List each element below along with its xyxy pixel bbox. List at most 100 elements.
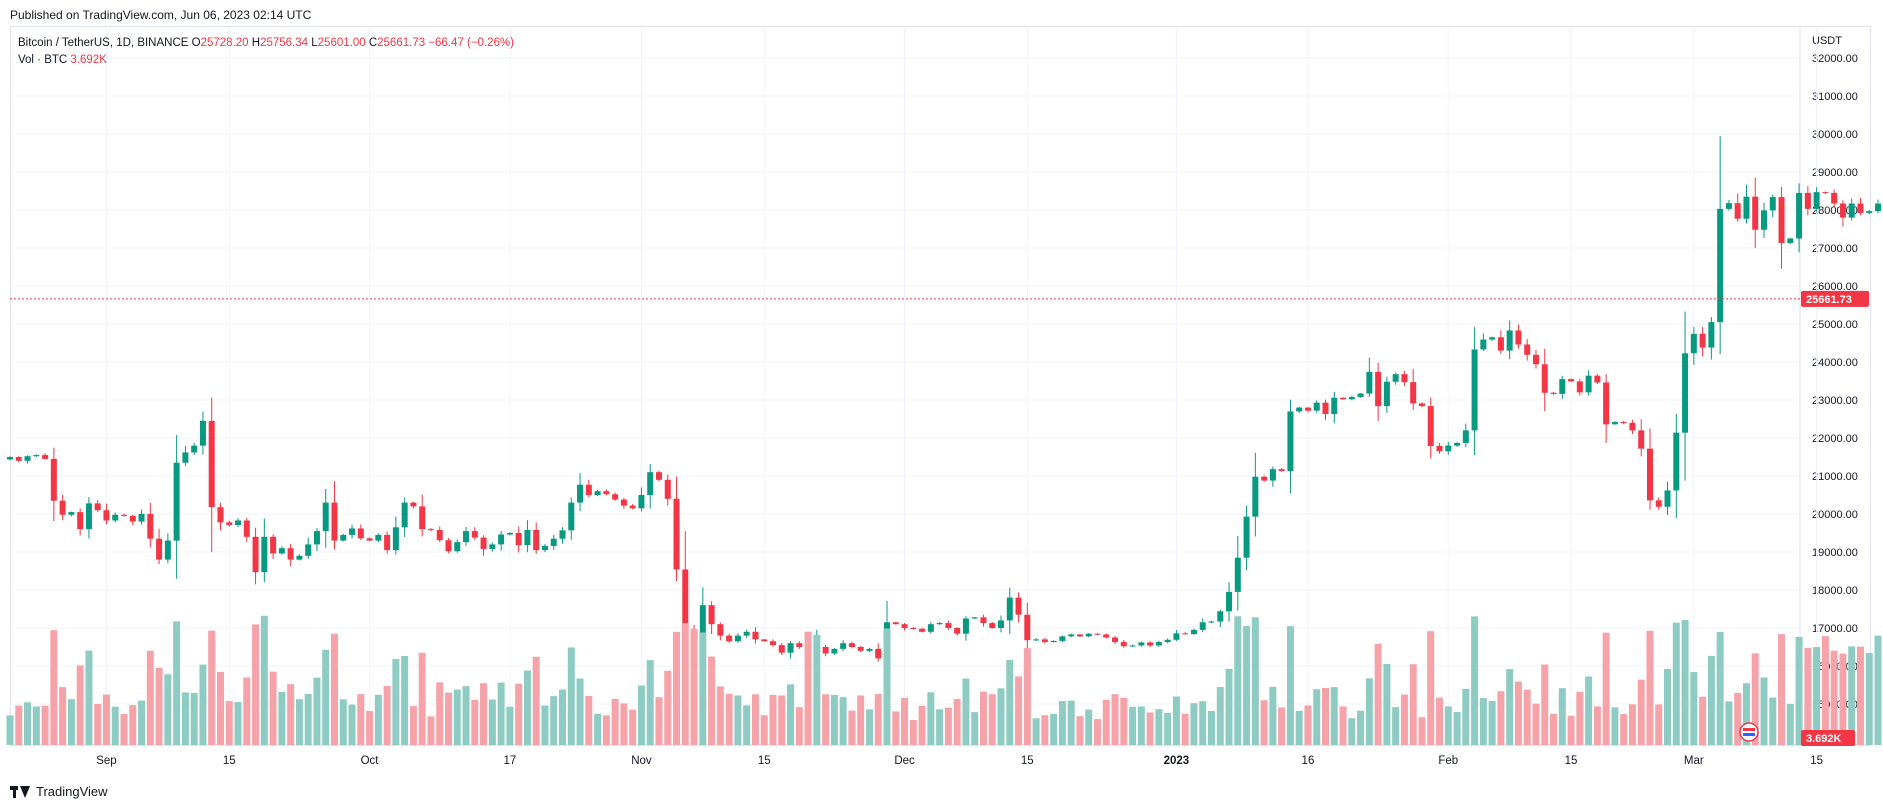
volume-bar: [1400, 694, 1408, 745]
candle-body: [1304, 407, 1311, 411]
volume-bar: [313, 677, 321, 745]
candle-body: [769, 641, 776, 646]
candle-body: [1401, 374, 1408, 383]
candle-body: [243, 520, 250, 537]
volume-bar: [1707, 655, 1715, 745]
volume-bar: [620, 703, 628, 745]
candle-body: [322, 502, 329, 532]
x-tick-label: 15: [1810, 755, 1823, 767]
candle-body: [1875, 203, 1882, 212]
volume-bar: [1006, 659, 1014, 745]
candle-body: [638, 495, 645, 509]
candle-body: [147, 514, 154, 539]
volume-bar: [1725, 701, 1733, 745]
volume-bar: [1856, 646, 1864, 745]
candle-body: [1743, 196, 1750, 219]
candle-body: [1129, 645, 1136, 647]
candle-body: [1234, 557, 1241, 592]
candle-body: [375, 534, 382, 541]
volume-bar: [760, 715, 768, 745]
candle-body: [1348, 396, 1355, 400]
volume-bar: [120, 713, 128, 745]
candle-body: [129, 515, 136, 522]
volume-bar: [1821, 636, 1829, 745]
legend-l-label: L: [311, 37, 318, 49]
volume-bar: [1444, 706, 1452, 745]
volume-bar: [225, 701, 233, 745]
volume-bar: [260, 615, 268, 745]
candle-body: [998, 620, 1005, 628]
volume-bar: [480, 683, 488, 745]
x-tick-label: Sep: [96, 755, 116, 767]
candle-body: [1603, 382, 1610, 425]
volume-bar: [848, 710, 856, 745]
volume-bar: [1225, 668, 1233, 745]
volume-bar: [690, 628, 698, 745]
legend-vol-label: Vol · BTC: [18, 54, 68, 66]
volume-bar: [1304, 705, 1312, 745]
candle-body: [734, 635, 741, 642]
candle-body: [1471, 349, 1478, 431]
volume-bar: [32, 706, 40, 745]
volume-bar: [1207, 711, 1215, 745]
candle-body: [296, 555, 303, 560]
volume-bar: [734, 695, 742, 745]
candle-body: [1296, 407, 1303, 412]
volume-bar: [453, 689, 461, 745]
volume-bar: [24, 702, 32, 745]
candle-body: [726, 635, 733, 642]
candle-body: [1620, 422, 1627, 424]
y-tick-label: 23000.00: [1812, 395, 1858, 407]
y-tick-label: 29000.00: [1812, 167, 1858, 179]
candle-body: [7, 457, 13, 460]
candle-body: [1796, 192, 1803, 239]
legend-high: 25756.34: [260, 37, 309, 49]
volume-bar: [1216, 686, 1224, 745]
volume-bar: [1172, 696, 1180, 745]
volume-bar: [471, 699, 479, 745]
volume-bar: [67, 699, 75, 745]
y-tick-label: 25000.00: [1812, 319, 1858, 331]
last-price-tag-bg: [1801, 290, 1869, 307]
candle-body: [1375, 371, 1382, 407]
event-flag-icon[interactable]: [1739, 722, 1759, 742]
candle-body: [50, 458, 57, 501]
y-tick-label: 24000.00: [1812, 357, 1858, 369]
volume-bar: [85, 650, 93, 745]
candle-body: [489, 544, 496, 549]
y-tick-label: 19000.00: [1812, 547, 1858, 559]
volume-bar: [1585, 676, 1593, 745]
candle-body: [1190, 629, 1197, 635]
volume-bar: [445, 692, 452, 745]
event-flag-stripe: [1743, 728, 1755, 731]
volume-bar: [1436, 697, 1444, 745]
volume-bar: [611, 698, 619, 745]
volume-bar: [401, 655, 409, 745]
volume-bar: [576, 678, 584, 745]
tradingview-footer[interactable]: TradingView: [10, 784, 108, 799]
volume-bar: [541, 705, 549, 745]
volume-bar: [59, 687, 67, 745]
volume-bar: [883, 628, 891, 745]
candle-body: [112, 514, 119, 521]
x-tick-label: 15: [1021, 755, 1034, 767]
volume-bar: [1348, 718, 1356, 745]
candle-body: [85, 503, 92, 530]
candle-body: [1638, 430, 1645, 449]
volume-bar: [1146, 712, 1154, 745]
volume-bar: [339, 699, 347, 745]
candle-body: [156, 538, 163, 560]
volume-bar: [629, 709, 637, 745]
candle-body: [559, 530, 566, 539]
x-tick-label: 15: [758, 755, 771, 767]
volume-bar: [1672, 622, 1680, 745]
x-tick-label: Feb: [1438, 755, 1458, 767]
volume-bar: [418, 652, 426, 745]
candle-body: [892, 622, 899, 625]
volume-bar: [944, 707, 952, 745]
candle-body: [1848, 203, 1855, 218]
volume-bar: [1839, 653, 1847, 745]
volume-bar: [1514, 681, 1522, 745]
candle-body: [761, 639, 768, 642]
